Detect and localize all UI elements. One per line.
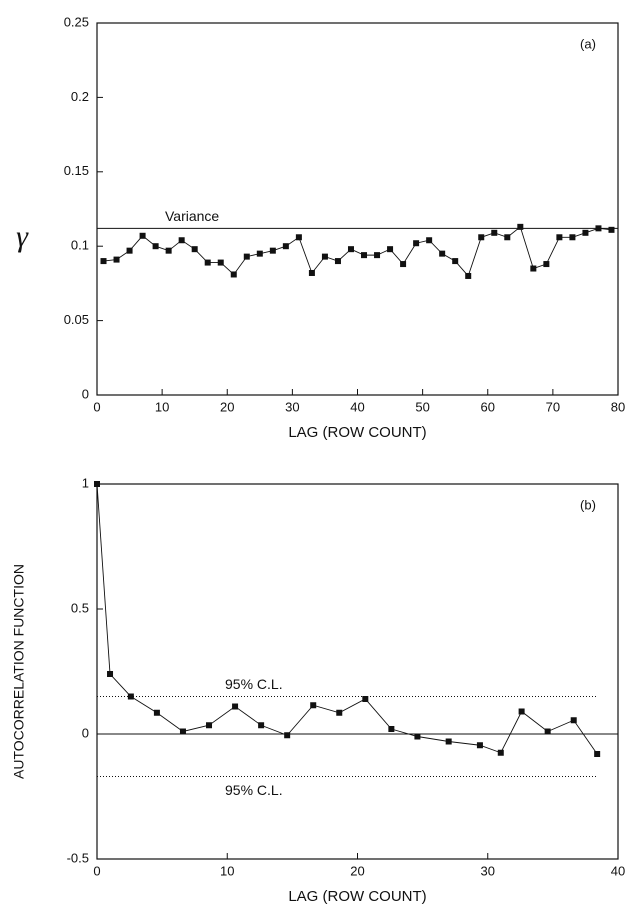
x-tick-label: 70	[546, 399, 560, 414]
data-point	[232, 703, 239, 710]
x-axis-label: LAG (ROW COUNT)	[288, 424, 426, 441]
series-line	[103, 226, 612, 277]
x-tick-label: 40	[350, 399, 364, 414]
data-point	[179, 728, 186, 735]
x-tick-label: 20	[220, 399, 234, 414]
x-tick-label: 10	[220, 863, 234, 878]
data-point	[334, 258, 341, 265]
data-point	[569, 234, 576, 241]
data-point	[191, 246, 198, 253]
x-tick-label: 30	[481, 863, 495, 878]
x-tick-label: 10	[155, 399, 169, 414]
data-point	[439, 250, 446, 257]
data-point	[336, 709, 343, 716]
data-point	[308, 269, 315, 276]
data-point	[295, 234, 302, 241]
data-point	[206, 722, 213, 729]
data-point	[465, 272, 472, 279]
y-tick-label: 0.1	[71, 238, 89, 253]
y-tick-label: 0.25	[64, 14, 89, 29]
data-point	[544, 728, 551, 735]
y-tick-label: 0.05	[64, 312, 89, 327]
data-point	[321, 253, 328, 260]
data-point	[256, 250, 263, 257]
data-point	[570, 717, 577, 724]
y-tick-label: 0	[82, 725, 89, 740]
data-point	[595, 225, 602, 232]
data-point	[414, 733, 421, 740]
panel-label: (a)	[580, 36, 596, 51]
x-tick-label: 30	[285, 399, 299, 414]
reference-label: 95% C.L.	[225, 676, 283, 692]
data-point	[478, 234, 485, 241]
data-point	[413, 240, 420, 247]
data-point	[282, 243, 289, 250]
x-tick-label: 60	[481, 399, 495, 414]
data-point	[517, 223, 524, 230]
data-point	[100, 258, 107, 265]
x-tick-label: 0	[93, 399, 100, 414]
y-axis-label: AUTOCORRELATION FUNCTION	[11, 564, 27, 779]
data-point	[426, 237, 433, 244]
data-point	[217, 259, 224, 266]
data-point	[113, 256, 120, 263]
data-point	[497, 749, 504, 756]
x-axis-label: LAG (ROW COUNT)	[288, 888, 426, 905]
data-point	[139, 232, 146, 239]
data-point	[269, 247, 276, 254]
reference-label: Variance	[165, 208, 219, 224]
data-point	[388, 726, 395, 732]
data-point	[178, 237, 185, 244]
y-axis-label: γ	[16, 220, 29, 253]
data-point	[152, 243, 159, 250]
data-point	[504, 234, 511, 241]
data-point	[362, 696, 369, 702]
data-point	[165, 247, 172, 254]
y-tick-label: -0.5	[67, 850, 89, 865]
data-point	[284, 732, 291, 739]
x-tick-label: 50	[415, 399, 429, 414]
data-point	[107, 671, 114, 677]
data-point	[361, 252, 368, 259]
data-point	[400, 261, 407, 268]
data-point	[387, 246, 394, 253]
x-tick-label: 0	[93, 863, 100, 878]
y-tick-label: 0.2	[71, 89, 89, 104]
data-point	[543, 261, 550, 268]
data-point	[582, 229, 589, 236]
data-point	[556, 234, 563, 241]
data-point	[258, 722, 265, 729]
data-point	[230, 271, 237, 278]
data-point	[347, 246, 354, 253]
y-tick-label: 0.15	[64, 163, 89, 178]
data-point	[374, 252, 381, 259]
data-point	[243, 253, 250, 260]
x-tick-label: 80	[611, 399, 625, 414]
y-tick-label: 0	[82, 386, 89, 401]
data-point	[445, 738, 452, 745]
data-point	[127, 693, 134, 700]
data-point	[126, 247, 133, 254]
data-point	[153, 709, 160, 716]
data-point	[491, 229, 498, 236]
data-point	[518, 708, 525, 715]
data-point	[452, 258, 459, 265]
data-point	[310, 702, 317, 709]
data-point	[94, 481, 100, 487]
data-point	[608, 226, 615, 233]
data-point	[204, 259, 211, 266]
y-tick-label: 0.5	[71, 600, 89, 615]
x-tick-label: 20	[350, 863, 364, 878]
y-tick-label: 1	[82, 475, 89, 490]
data-point	[476, 742, 483, 749]
x-tick-label: 40	[611, 863, 625, 878]
data-point	[530, 265, 537, 272]
data-point	[594, 751, 601, 757]
reference-label: 95% C.L.	[225, 782, 283, 798]
panel-label: (b)	[580, 497, 596, 512]
plot-frame	[96, 483, 619, 860]
